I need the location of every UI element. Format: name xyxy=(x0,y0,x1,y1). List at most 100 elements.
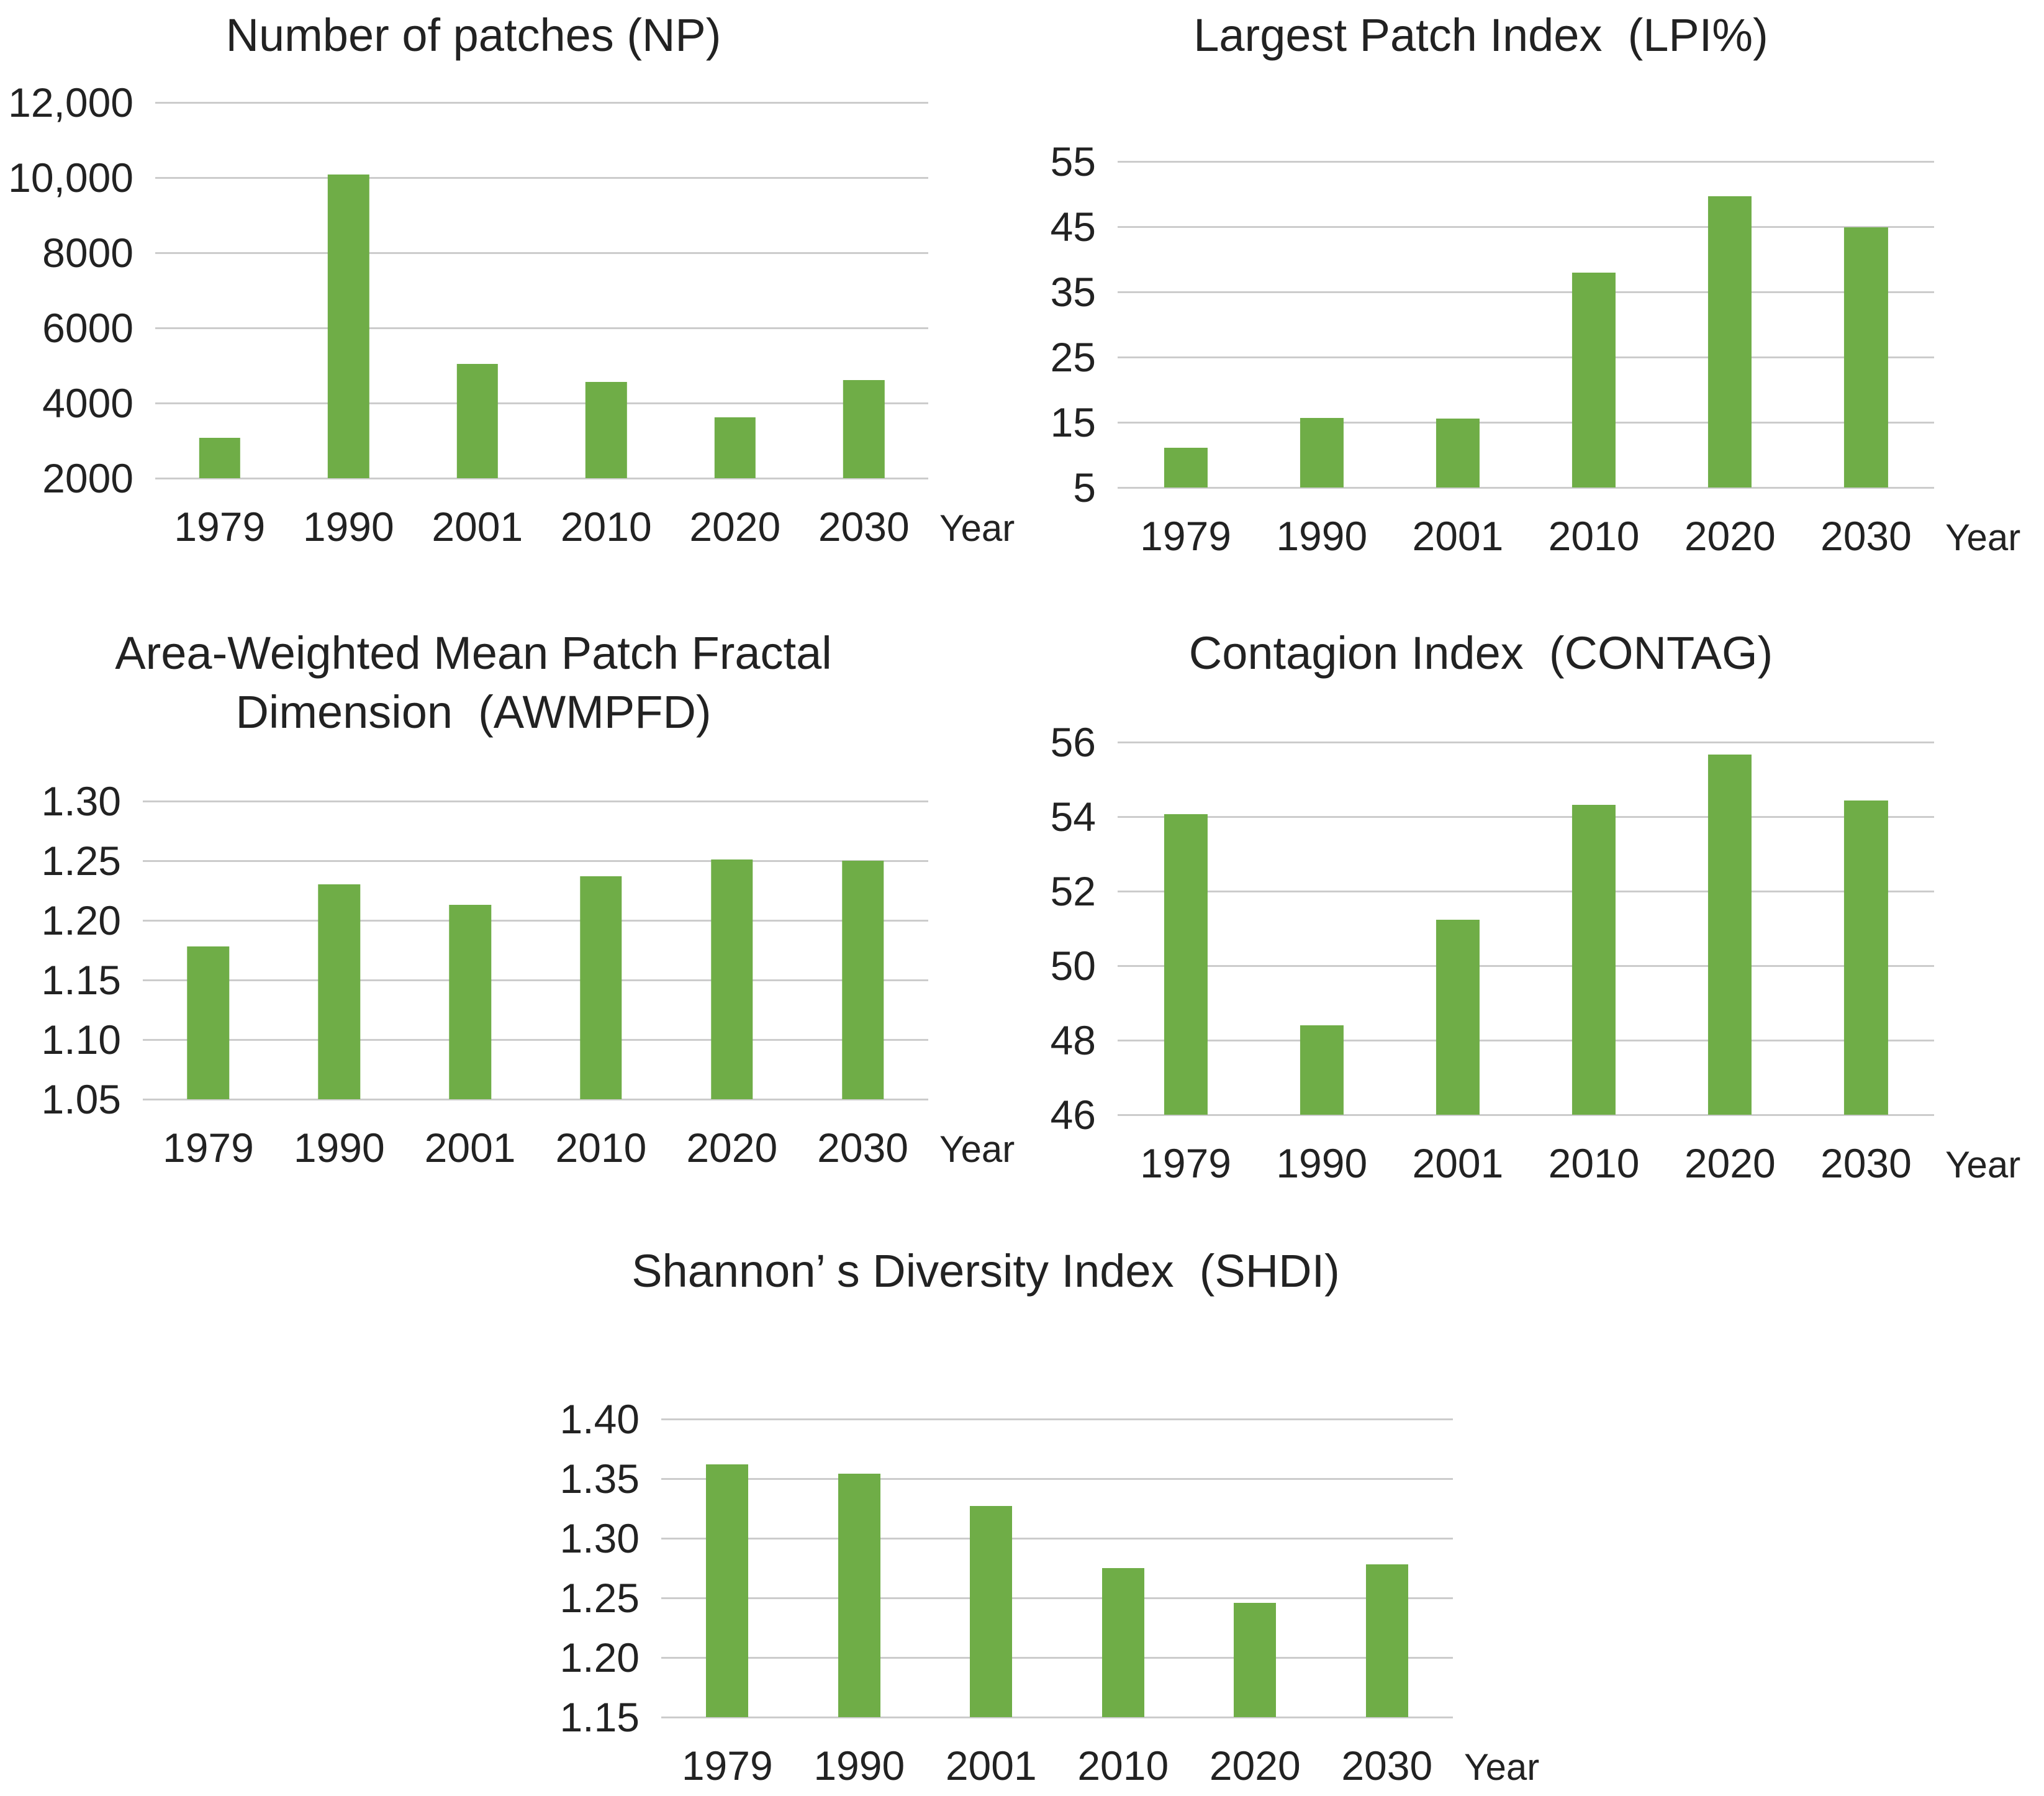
gridline xyxy=(1118,225,1934,228)
gridline xyxy=(155,101,928,104)
y-tick-label: 48 xyxy=(1050,1017,1096,1063)
x-tick-label: 1979 xyxy=(1140,513,1231,559)
y-axis: 5 15 25 35 45 55 xyxy=(1028,138,1118,510)
bar xyxy=(318,884,360,1099)
y-tick-label: 2000 xyxy=(42,455,133,501)
x-tick-label: 2020 xyxy=(689,504,781,550)
chart-title: Number of patches (NP) xyxy=(225,9,721,61)
gridline xyxy=(155,327,928,329)
x-tick-label: 2001 xyxy=(424,1125,516,1171)
x-tick-label: 1979 xyxy=(681,1743,773,1789)
chart-body: 1.05 1.10 1.15 1.20 1.25 1.30 xyxy=(19,778,1031,1122)
x-tick-label: 2030 xyxy=(1820,1140,1912,1186)
bar xyxy=(1572,805,1616,1115)
y-tick-label: 35 xyxy=(1050,269,1096,315)
x-tick-label: 1979 xyxy=(174,504,266,550)
chart-shannons-diversity-index: Shannon’ s Diversity Index (SHDI) 1.15 1.… xyxy=(518,1242,1555,1795)
gridline xyxy=(661,1716,1453,1718)
y-tick-label: 1.15 xyxy=(559,1694,640,1740)
y-tick-label: 15 xyxy=(1050,399,1096,445)
y-axis: 1.15 1.20 1.25 1.30 1.35 1.40 xyxy=(518,1396,661,1740)
gridline xyxy=(1118,486,1934,489)
x-axis-title: Year xyxy=(939,507,1015,549)
gridline xyxy=(143,919,928,922)
bar xyxy=(1844,227,1888,488)
x-tick-label: 1979 xyxy=(162,1125,254,1171)
chart-awmpfd: Area-Weighted Mean Patch Fractal Dimensi… xyxy=(19,624,1031,1189)
chart-contagion-index: Contagion Index (CONTAG) 46 48 50 52 54 56 19… xyxy=(1028,624,2037,1202)
y-tick-label: 1.15 xyxy=(41,957,121,1003)
x-tick-label: 1990 xyxy=(1276,1140,1368,1186)
y-tick-label: 10,000 xyxy=(8,155,133,201)
chart-title: Largest Patch Index (LPI%) xyxy=(1193,9,1768,61)
y-axis: 1.05 1.10 1.15 1.20 1.25 1.30 xyxy=(19,778,143,1122)
gridline xyxy=(1118,421,1934,424)
x-tick-label: 1990 xyxy=(302,504,394,550)
x-tick-label: 1979 xyxy=(1140,1140,1231,1186)
chart-title: Area-Weighted Mean Patch Fractal Dimensi… xyxy=(115,627,832,738)
bar xyxy=(970,1506,1013,1717)
gridline xyxy=(661,1537,1453,1540)
gridline xyxy=(143,1098,928,1100)
bar xyxy=(1300,417,1344,488)
x-tick-label: 2020 xyxy=(1684,1140,1776,1186)
x-tick-label: 2010 xyxy=(560,504,652,550)
plot-area xyxy=(1118,160,1934,489)
y-tick-label: 52 xyxy=(1050,868,1096,914)
gridline xyxy=(1118,741,1934,743)
bar xyxy=(586,381,627,478)
y-tick-label: 46 xyxy=(1050,1092,1096,1138)
plot-area xyxy=(661,1418,1453,1718)
x-axis: 1979 1990 2001 2010 2020 2030 Year xyxy=(143,1099,1015,1189)
x-axis-title: Year xyxy=(1945,1144,2021,1186)
x-axis: 1979 1990 2001 2010 2020 2030 Year xyxy=(661,1717,1539,1795)
gridline xyxy=(143,979,928,981)
bar xyxy=(187,946,230,1099)
bar xyxy=(1708,196,1752,488)
plot-area xyxy=(155,101,928,479)
x-tick-label: 2030 xyxy=(818,504,910,550)
y-tick-label: 6000 xyxy=(42,305,133,351)
bar xyxy=(1572,272,1616,488)
y-tick-label: 1.30 xyxy=(41,778,121,824)
gridline xyxy=(1118,815,1934,818)
chart-number-of-patches: Number of patches (NP) 2000 4000 6000 8000 1… xyxy=(8,6,1031,568)
x-tick-label: 2010 xyxy=(1548,513,1640,559)
plot-area xyxy=(143,800,928,1100)
x-tick-label: 1990 xyxy=(293,1125,385,1171)
bar xyxy=(580,876,622,1099)
chart-body: 2000 4000 6000 8000 10,000 12,000 xyxy=(8,79,1031,501)
x-tick-label: 2001 xyxy=(945,1743,1037,1789)
x-axis-title: Year xyxy=(1464,1746,1540,1788)
bar xyxy=(449,905,491,1099)
bar xyxy=(706,1464,749,1717)
y-tick-label: 8000 xyxy=(42,230,133,276)
y-axis: 2000 4000 6000 8000 10,000 12,000 xyxy=(8,79,155,501)
x-tick-label: 2020 xyxy=(686,1125,778,1171)
y-tick-label: 1.20 xyxy=(41,897,121,943)
gridline xyxy=(155,252,928,254)
x-axis-title: Year xyxy=(1945,517,2021,558)
x-axis: 1979 1990 2001 2010 2020 2030 Year xyxy=(1118,488,2020,578)
gridline xyxy=(1118,964,1934,967)
chart-title: Shannon’ s Diversity Index (SHDI) xyxy=(631,1245,1340,1297)
y-tick-label: 1.25 xyxy=(559,1575,640,1621)
gridline xyxy=(661,1597,1453,1599)
gridline xyxy=(661,1656,1453,1659)
x-axis: 1979 1990 2001 2010 2020 2030 Year xyxy=(1118,1115,2020,1202)
x-tick-label: 2010 xyxy=(1548,1140,1640,1186)
y-tick-label: 45 xyxy=(1050,204,1096,250)
bar xyxy=(843,379,885,478)
bar xyxy=(1300,1025,1344,1115)
chart-body: 1.15 1.20 1.25 1.30 1.35 1.40 xyxy=(518,1396,1555,1740)
gridline xyxy=(143,1038,928,1041)
bar xyxy=(1365,1564,1408,1717)
x-axis: 1979 1990 2001 2010 2020 2030 Year xyxy=(155,478,1015,568)
gridline xyxy=(143,859,928,862)
x-tick-label: 2020 xyxy=(1209,1743,1301,1789)
gridline xyxy=(155,402,928,404)
y-tick-label: 1.10 xyxy=(41,1017,121,1063)
gridline xyxy=(1118,1113,1934,1116)
y-tick-label: 56 xyxy=(1050,719,1096,765)
gridline xyxy=(1118,291,1934,293)
